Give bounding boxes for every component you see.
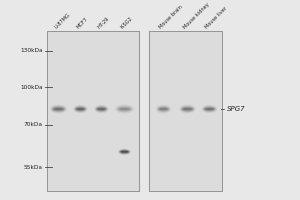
Ellipse shape: [159, 108, 168, 110]
Ellipse shape: [182, 107, 193, 111]
Ellipse shape: [75, 106, 86, 112]
Ellipse shape: [158, 107, 169, 111]
Ellipse shape: [121, 151, 128, 152]
Ellipse shape: [119, 149, 130, 154]
Ellipse shape: [203, 106, 216, 112]
Ellipse shape: [96, 106, 107, 112]
Ellipse shape: [54, 108, 63, 110]
Ellipse shape: [121, 151, 129, 153]
Ellipse shape: [181, 106, 194, 112]
Ellipse shape: [74, 106, 86, 112]
Text: 100kDa: 100kDa: [20, 85, 43, 90]
Ellipse shape: [77, 108, 84, 110]
Ellipse shape: [119, 108, 130, 110]
Ellipse shape: [205, 108, 214, 111]
Ellipse shape: [119, 149, 130, 154]
Ellipse shape: [98, 108, 105, 110]
Text: Mouse kidney: Mouse kidney: [182, 2, 211, 30]
Ellipse shape: [159, 107, 169, 111]
Ellipse shape: [95, 106, 107, 112]
Ellipse shape: [52, 106, 65, 112]
Ellipse shape: [121, 151, 128, 153]
Ellipse shape: [120, 150, 129, 154]
Ellipse shape: [118, 107, 131, 111]
Ellipse shape: [158, 107, 169, 112]
FancyBboxPatch shape: [139, 31, 149, 191]
Ellipse shape: [204, 107, 215, 111]
Ellipse shape: [51, 106, 66, 112]
Ellipse shape: [204, 107, 215, 111]
Ellipse shape: [118, 107, 130, 111]
Ellipse shape: [205, 108, 214, 110]
Text: 70kDa: 70kDa: [24, 122, 43, 127]
Text: HT-29: HT-29: [96, 16, 110, 30]
Ellipse shape: [96, 107, 107, 111]
Text: 130kDa: 130kDa: [20, 48, 43, 53]
Text: SPG7: SPG7: [226, 106, 245, 112]
Ellipse shape: [53, 107, 64, 111]
Ellipse shape: [75, 107, 86, 111]
Ellipse shape: [182, 107, 194, 112]
Ellipse shape: [118, 149, 130, 155]
Ellipse shape: [97, 107, 106, 111]
Ellipse shape: [97, 108, 106, 111]
Text: Mouse liver: Mouse liver: [204, 6, 228, 30]
FancyBboxPatch shape: [46, 31, 139, 191]
Text: U-87MG: U-87MG: [53, 12, 71, 30]
Text: 55kDa: 55kDa: [24, 165, 43, 170]
Text: K-SG2: K-SG2: [119, 16, 134, 30]
Text: MCF7: MCF7: [75, 17, 88, 30]
Ellipse shape: [119, 150, 130, 154]
Ellipse shape: [120, 150, 129, 153]
Ellipse shape: [183, 108, 192, 110]
Ellipse shape: [53, 107, 64, 111]
Ellipse shape: [76, 107, 85, 111]
Ellipse shape: [52, 107, 65, 112]
Ellipse shape: [203, 106, 216, 112]
Ellipse shape: [119, 108, 130, 110]
Ellipse shape: [53, 108, 64, 110]
Ellipse shape: [97, 108, 106, 110]
FancyBboxPatch shape: [149, 31, 222, 191]
Ellipse shape: [76, 108, 85, 111]
Text: Mouse brain: Mouse brain: [158, 5, 184, 30]
Ellipse shape: [76, 108, 85, 110]
Ellipse shape: [159, 108, 168, 110]
Ellipse shape: [182, 107, 193, 111]
Ellipse shape: [183, 108, 192, 110]
Ellipse shape: [205, 108, 214, 110]
